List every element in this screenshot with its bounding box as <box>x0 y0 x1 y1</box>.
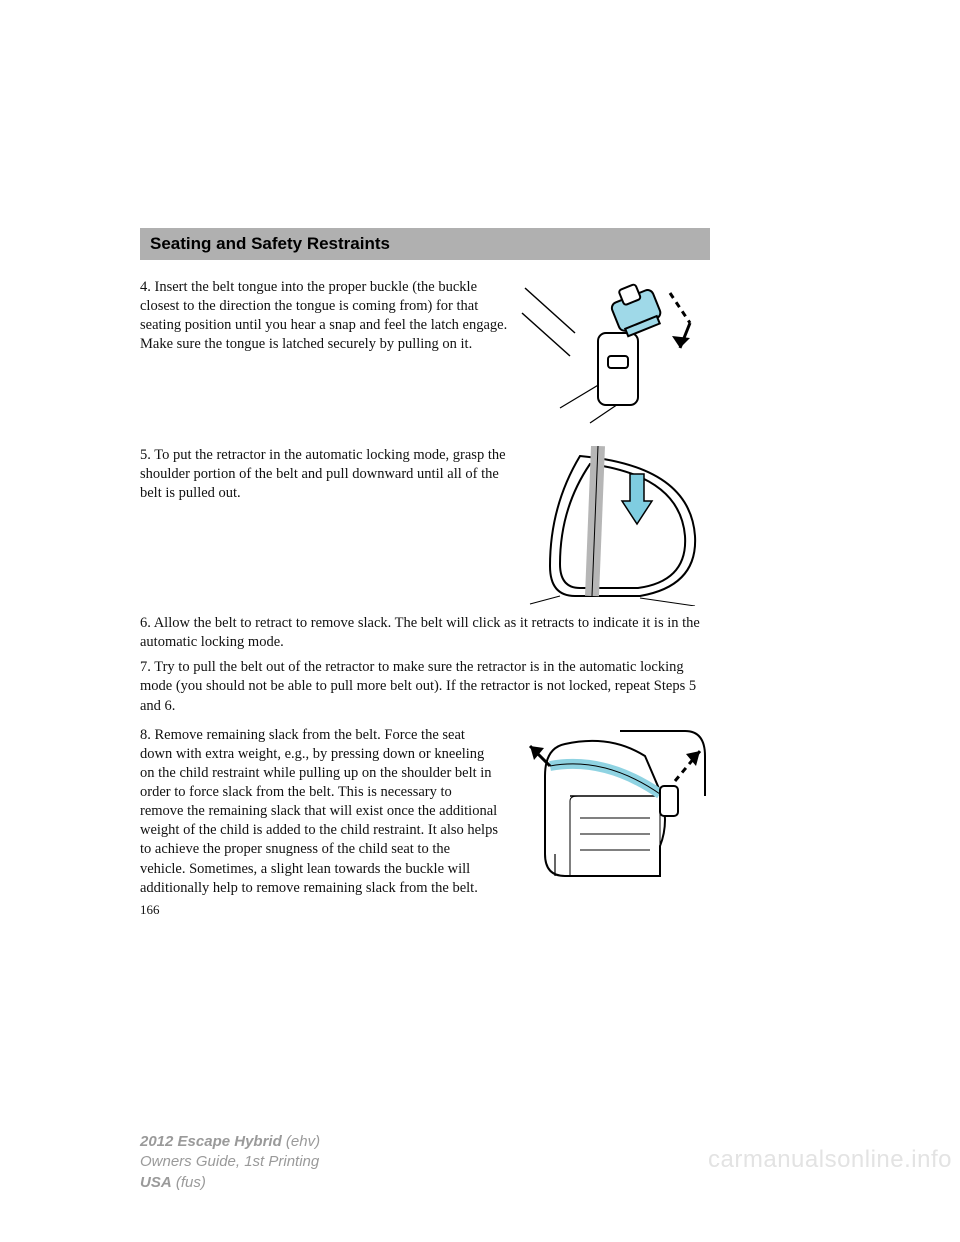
figure-buckle <box>520 278 710 428</box>
footer: 2012 Escape Hybrid (ehv) Owners Guide, 1… <box>140 1132 320 1193</box>
watermark: carmanualsonline.info <box>708 1146 952 1174</box>
footer-region-code: (fus) <box>176 1174 206 1191</box>
step-6-text: 6. Allow the belt to retract to remove s… <box>140 614 710 652</box>
footer-model-code: (ehv) <box>286 1133 320 1150</box>
footer-line1: 2012 Escape Hybrid (ehv) <box>140 1132 320 1152</box>
footer-line3: USA (fus) <box>140 1173 320 1193</box>
step-8-text: 8. Remove remaining slack from the belt.… <box>140 726 498 898</box>
step-5-block: 5. To put the retractor in the automatic… <box>140 446 710 596</box>
step-5-text: 5. To put the retractor in the automatic… <box>140 446 508 596</box>
step-7-text: 7. Try to pull the belt out of the retra… <box>140 658 710 715</box>
figure-childseat <box>510 726 710 896</box>
section-title: Seating and Safety Restraints <box>150 234 390 253</box>
footer-region: USA <box>140 1174 172 1191</box>
footer-line2: Owners Guide, 1st Printing <box>140 1152 320 1172</box>
section-header: Seating and Safety Restraints <box>140 228 710 260</box>
footer-model: 2012 Escape Hybrid <box>140 1133 282 1150</box>
step-4-text: 4. Insert the belt tongue into the prope… <box>140 278 508 428</box>
step-4-block: 4. Insert the belt tongue into the prope… <box>140 278 710 428</box>
step-8-block: 8. Remove remaining slack from the belt.… <box>140 726 710 898</box>
page-number: 166 <box>140 902 710 918</box>
figure-retractor <box>520 446 710 596</box>
